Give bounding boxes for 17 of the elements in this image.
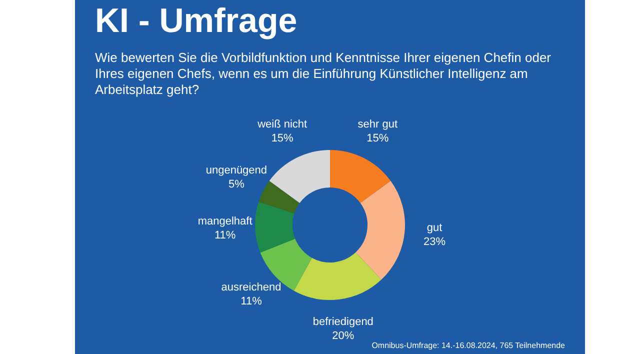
slice-label: befriedigend bbox=[312, 316, 374, 328]
data-label: 11% bbox=[240, 295, 262, 308]
chart-title: KI - Umfrage bbox=[95, 2, 298, 41]
data-label: 15% bbox=[366, 132, 389, 144]
data-label: 11% bbox=[214, 229, 236, 242]
slice-label: weiß nicht bbox=[256, 118, 308, 130]
data-label: 20% bbox=[332, 330, 354, 342]
chart-subtitle: Wie bewerten Sie die Vorbildfunktion und Kenntnisse Ihrer eigenen Chefin oder Ihres eigenen Chefs, wenn es um die Einführung Künstlicher Intelligenz am Arbeitsplatz geht? bbox=[95, 50, 552, 98]
data-label: 5% bbox=[228, 178, 245, 190]
data-label: 23% bbox=[424, 236, 446, 248]
slice-label: sehr gut bbox=[358, 118, 398, 130]
text: Omnibus-Umfrage: 14.-16.08.2024, 765 Teilnehmende bbox=[372, 341, 565, 350]
slice-label: gut bbox=[426, 222, 442, 234]
slice-label: ausreichend bbox=[221, 281, 282, 294]
slice-label: ungenügend bbox=[206, 164, 268, 176]
data-label: 15% bbox=[271, 132, 294, 144]
slice-label: mangelhaft bbox=[198, 215, 252, 228]
